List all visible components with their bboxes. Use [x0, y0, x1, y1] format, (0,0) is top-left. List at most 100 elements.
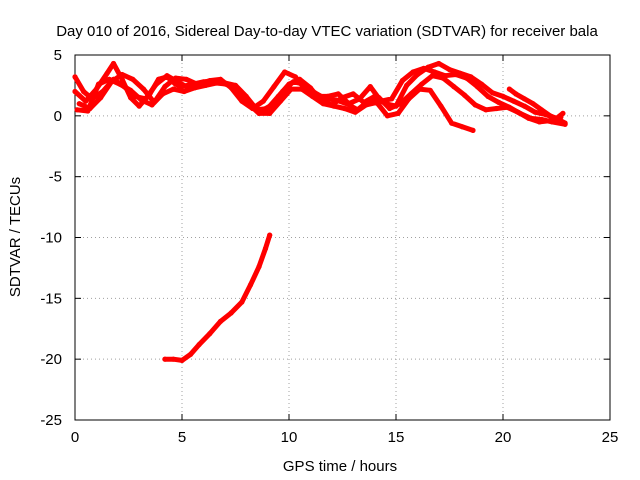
- ticks: 0 5 10 15 20 25 -25 -20 -15 -10 -5 0 5: [40, 47, 618, 446]
- data-point: [528, 115, 534, 121]
- data-point: [530, 101, 536, 107]
- data-point: [83, 98, 89, 104]
- data-point: [431, 69, 438, 75]
- data-point: [153, 81, 159, 87]
- data-point: [320, 101, 326, 107]
- data-point: [532, 109, 538, 115]
- data-point: [183, 76, 189, 82]
- data-point: [110, 76, 117, 82]
- data-point: [121, 84, 127, 90]
- data-point: [162, 356, 168, 362]
- data-point: [228, 85, 234, 91]
- y-axis-label: SDTVAR / TECUs: [7, 177, 24, 297]
- data-point: [85, 108, 91, 114]
- data-point: [247, 282, 254, 288]
- data-point: [357, 96, 363, 102]
- data-point: [346, 101, 352, 107]
- data-point: [143, 96, 149, 102]
- data-point: [494, 105, 500, 112]
- data-point: [217, 318, 224, 324]
- data-point: [538, 116, 545, 123]
- data-point: [547, 113, 553, 119]
- data-point: [76, 101, 82, 107]
- data-point: [419, 81, 425, 87]
- data-point: [303, 87, 309, 93]
- data-point: [72, 88, 78, 95]
- data-point: [421, 65, 427, 71]
- data-series: [72, 60, 568, 363]
- data-point: [333, 97, 339, 103]
- data-point: [511, 98, 517, 104]
- x-axis-label: GPS time / hours: [283, 458, 397, 475]
- data-point: [474, 84, 480, 90]
- data-point: [562, 120, 568, 126]
- x-tick-label: 0: [71, 429, 79, 446]
- data-point: [350, 91, 356, 97]
- data-point: [196, 81, 202, 87]
- data-point: [470, 127, 476, 133]
- data-point: [464, 75, 470, 81]
- data-point: [250, 105, 256, 112]
- data-point: [395, 110, 401, 116]
- data-point: [389, 96, 395, 102]
- data-point: [95, 81, 102, 87]
- data-point: [442, 73, 448, 79]
- data-point: [459, 124, 465, 130]
- data-point: [496, 99, 502, 105]
- data-point: [399, 78, 405, 84]
- chart-title: Day 010 of 2016, Sidereal Day-to-day VTE…: [56, 23, 598, 40]
- data-point: [207, 331, 213, 337]
- data-point: [288, 86, 294, 92]
- data-point: [352, 109, 358, 115]
- data-point: [239, 98, 245, 104]
- data-point: [335, 91, 341, 97]
- data-point: [292, 74, 298, 80]
- data-point: [207, 78, 213, 84]
- x-tick-label: 25: [602, 429, 619, 446]
- data-point: [451, 84, 457, 90]
- data-point: [506, 86, 512, 92]
- x-tick-label: 20: [495, 429, 512, 446]
- data-point: [217, 76, 224, 82]
- data-point: [267, 232, 273, 238]
- data-point: [72, 74, 78, 80]
- data-point: [506, 104, 512, 110]
- data-point: [446, 67, 453, 73]
- x-tick-label: 15: [388, 429, 405, 446]
- data-point: [453, 71, 459, 78]
- data-point: [410, 69, 416, 75]
- data-point: [262, 245, 269, 252]
- data-point: [188, 351, 194, 357]
- data-point: [500, 93, 506, 99]
- data-point: [110, 60, 117, 67]
- data-point: [119, 71, 125, 78]
- y-tick-label: -20: [40, 351, 62, 368]
- data-point: [513, 91, 519, 97]
- data-point: [538, 107, 545, 113]
- data-point: [387, 105, 393, 112]
- data-point: [136, 103, 142, 109]
- data-point: [185, 85, 191, 91]
- data-point: [556, 116, 562, 123]
- x-tick-label: 5: [178, 429, 186, 446]
- data-point: [239, 299, 245, 305]
- data-point: [170, 86, 176, 92]
- data-point: [130, 76, 136, 82]
- data-point: [100, 88, 106, 95]
- data-point: [461, 92, 468, 98]
- data-point: [282, 69, 288, 75]
- data-point: [479, 81, 485, 87]
- data-point: [277, 98, 283, 104]
- data-point: [74, 107, 80, 113]
- data-point: [228, 310, 234, 316]
- data-point: [81, 88, 87, 95]
- data-point: [449, 120, 455, 126]
- data-point: [179, 357, 185, 363]
- data-point: [384, 113, 390, 119]
- data-point: [489, 90, 495, 96]
- data-point: [160, 91, 166, 97]
- data-point: [162, 84, 168, 90]
- data-point: [271, 84, 277, 90]
